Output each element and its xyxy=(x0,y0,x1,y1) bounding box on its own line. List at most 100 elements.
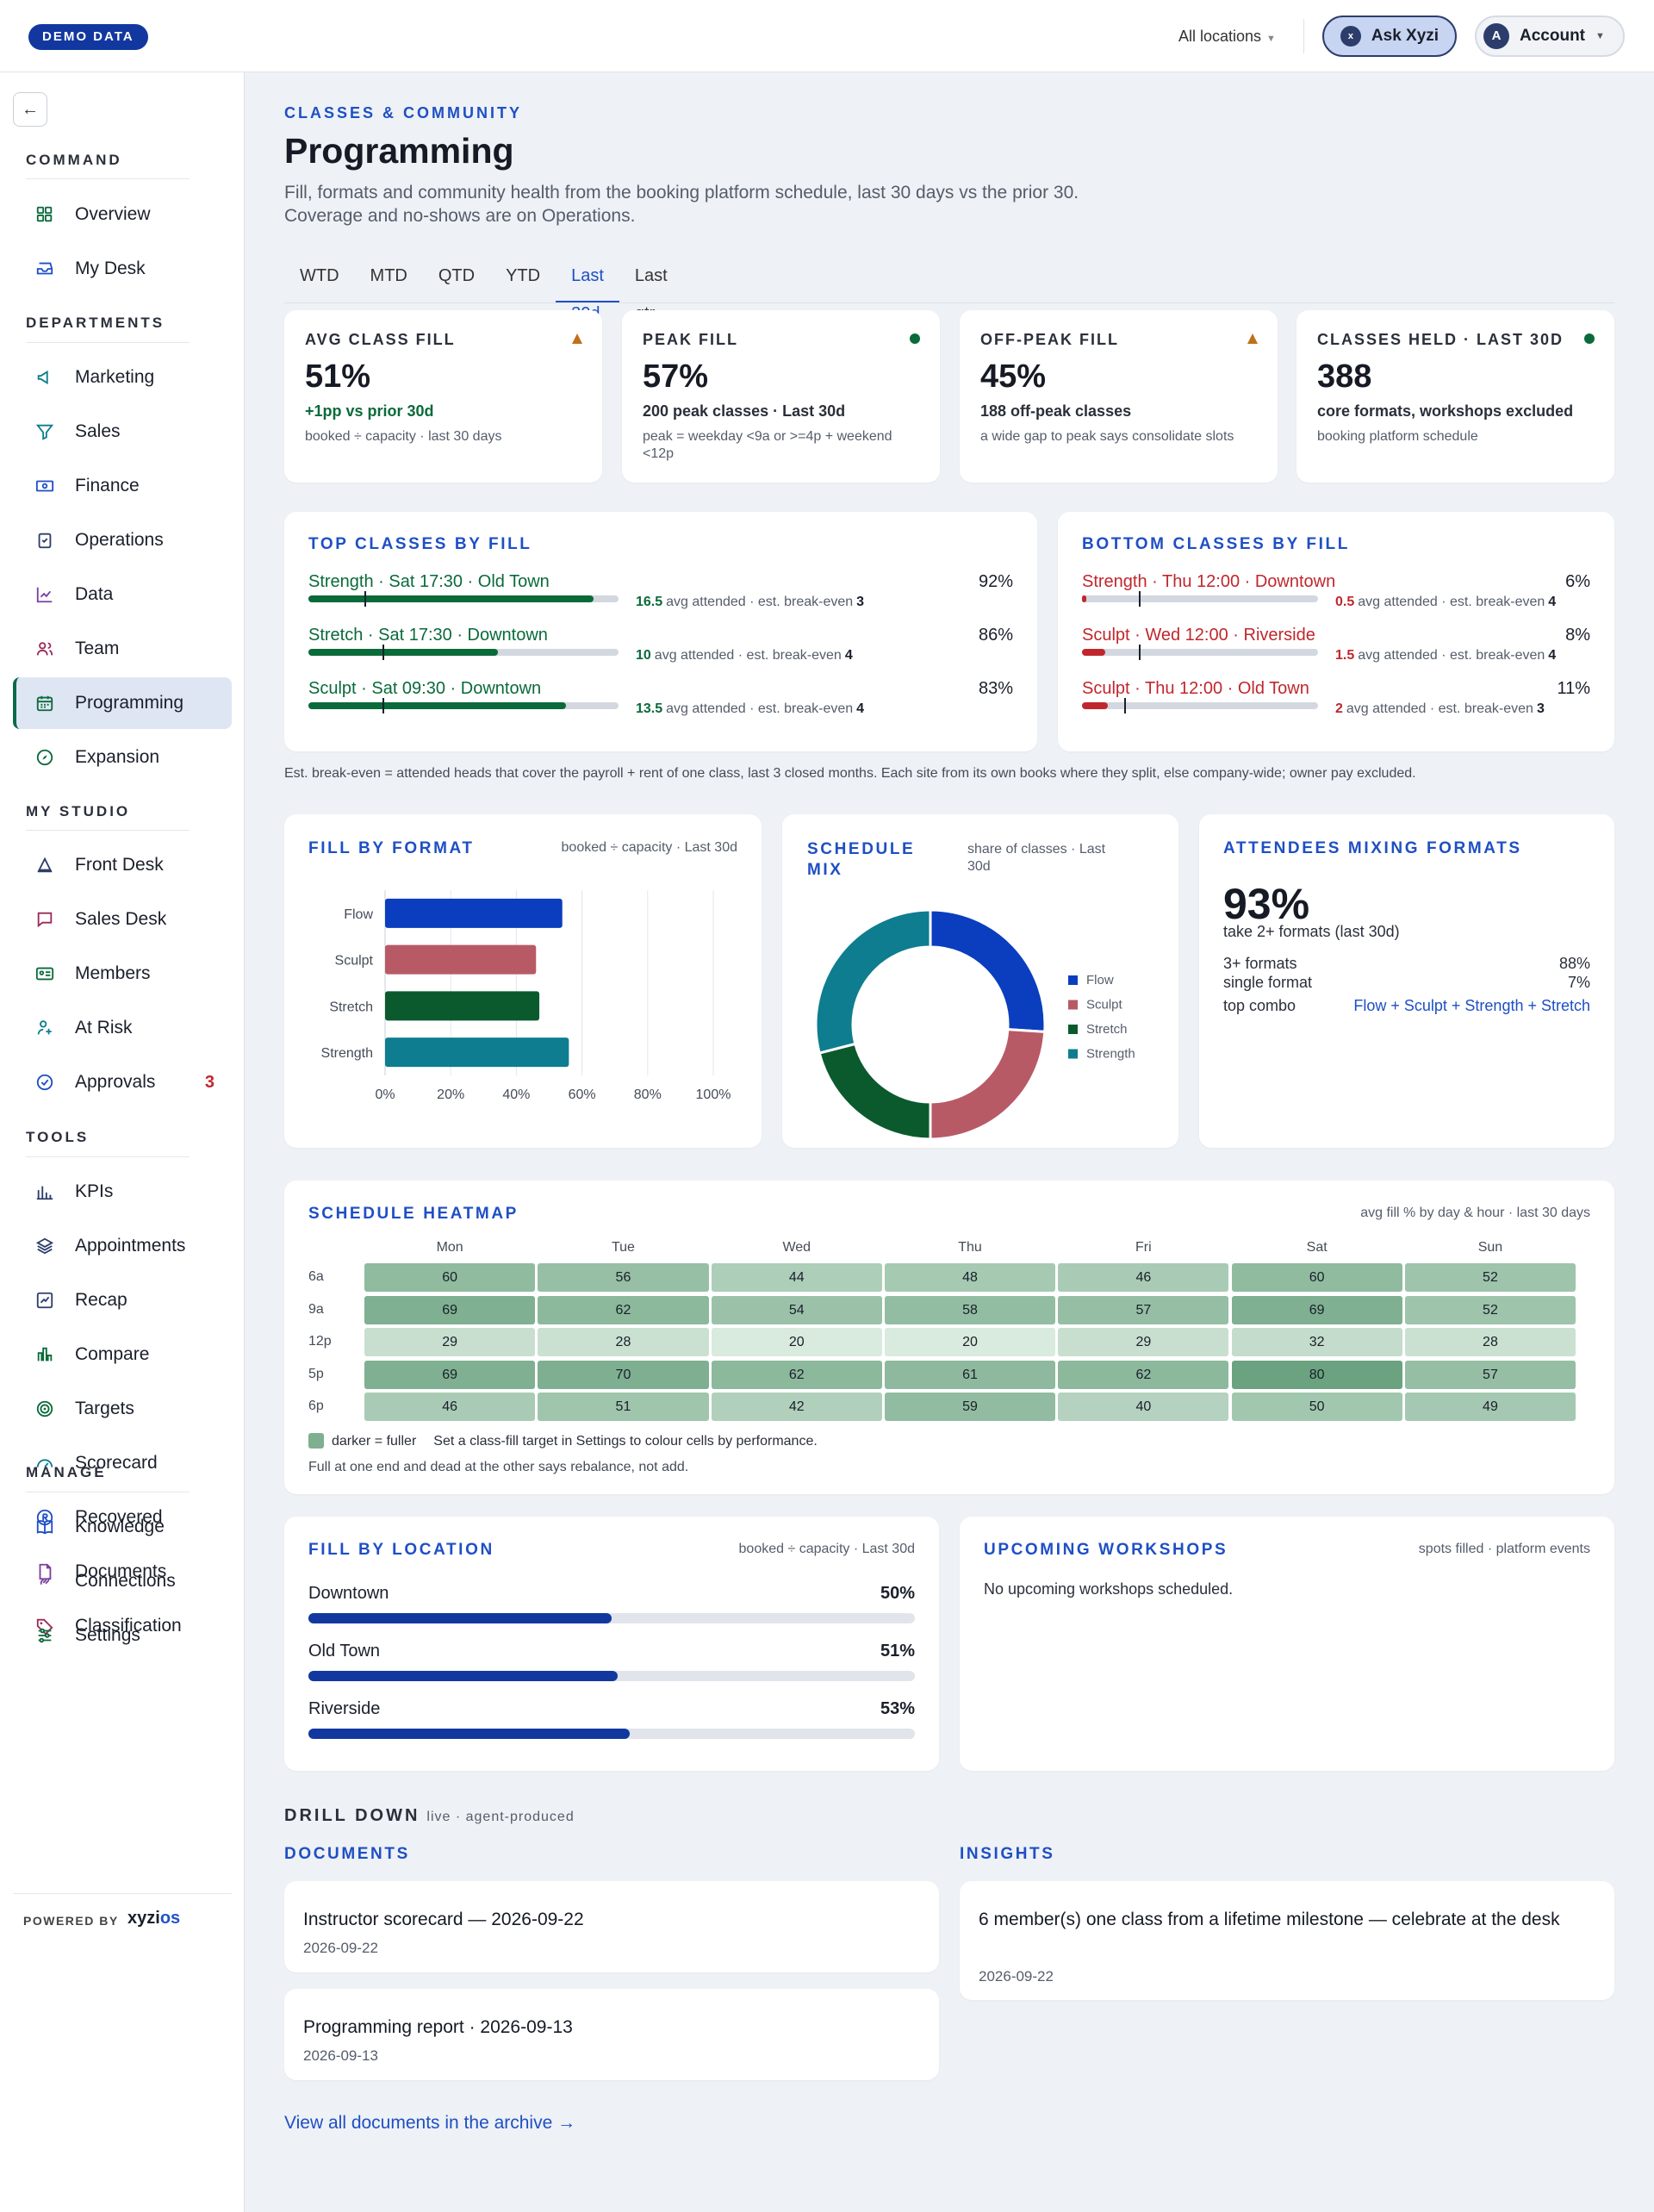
sidebar-item-expansion[interactable]: Expansion xyxy=(13,732,232,783)
fill-track xyxy=(1082,698,1318,713)
x-tick-label: 80% xyxy=(634,1087,662,1102)
sidebar-item-approvals[interactable]: Approvals 3 xyxy=(13,1056,232,1108)
attendance-label: avg attended · est. break-even xyxy=(1358,648,1545,663)
document-card[interactable]: Instructor scorecard — 2026-09-22 2026-09… xyxy=(284,1881,939,1972)
sidebar-item-finance[interactable]: Finance xyxy=(13,460,232,512)
collapse-sidebar-button[interactable]: ← xyxy=(13,92,47,127)
sidebar-item-at-risk[interactable]: At Risk xyxy=(13,1002,232,1054)
heatmap-cell: 57 xyxy=(1404,1360,1576,1389)
sidebar-item-programming[interactable]: Programming xyxy=(13,677,232,729)
sidebar-item-appointments[interactable]: Appointments xyxy=(13,1220,232,1272)
kpi-label: AVG CLASS FILL xyxy=(305,331,456,348)
sidebar-item-marketing[interactable]: Marketing xyxy=(13,352,232,403)
mixing-row-value: 7% xyxy=(1567,974,1590,991)
heatmap-cell: 44 xyxy=(711,1263,882,1292)
user-plus-icon xyxy=(35,1019,54,1037)
sidebar-item-kpis[interactable]: KPIs xyxy=(13,1166,232,1218)
legend-label: Stretch xyxy=(1086,1022,1128,1037)
tag-icon xyxy=(35,1617,54,1636)
sidebar-item-recovered[interactable]: Recovered xyxy=(13,1492,232,1543)
layers-icon xyxy=(35,1237,54,1256)
account-menu-button[interactable]: A Account ▼ xyxy=(1475,16,1625,57)
class-fill-percent: 83% xyxy=(978,679,1013,698)
class-name: Sculpt · Thu 12:00 · Old Town xyxy=(1082,679,1309,698)
class-row: Sculpt · Sat 09:30 · Downtown 83% 13.5 avg … xyxy=(308,679,1013,726)
donut-slice xyxy=(929,1028,1047,1141)
insight-date: 2026-09-22 xyxy=(979,1968,1054,1985)
sidebar-item-compare[interactable]: Compare xyxy=(13,1329,232,1380)
heatmap-cell: 69 xyxy=(364,1295,536,1324)
account-label: Account xyxy=(1520,27,1585,45)
tab-mtd[interactable]: MTD xyxy=(370,266,407,285)
heatmap-cell: 61 xyxy=(884,1360,1056,1389)
sidebar-item-documents[interactable]: Documents xyxy=(13,1546,232,1598)
tab-wtd[interactable]: WTD xyxy=(300,266,339,285)
location-selector[interactable]: All locations ▼ xyxy=(1178,25,1276,50)
card-title: SCHEDULE HEATMAP xyxy=(308,1205,519,1223)
legend-swatch xyxy=(308,1433,324,1449)
class-attendance: 1.5 avg attended · est. break-even 4 xyxy=(1335,648,1556,664)
sidebar-item-connections[interactable]: Connections xyxy=(13,1555,232,1607)
sidebar-item-sales-desk[interactable]: Sales Desk xyxy=(13,894,232,945)
class-fill-percent: 92% xyxy=(978,572,1013,591)
inbox-icon xyxy=(35,259,54,278)
top-bar: DEMO DATA All locations ▼ x Ask Xyzi A Acco… xyxy=(0,0,1654,72)
sidebar-item-label: Approvals xyxy=(75,1072,156,1092)
calendar-icon xyxy=(35,694,54,713)
fill-track xyxy=(308,1671,915,1681)
documents-heading: DOCUMENTS xyxy=(284,1845,410,1863)
sidebar-item-settings[interactable]: Settings xyxy=(13,1610,232,1661)
view-all-documents-link[interactable]: View all documents in the archive → xyxy=(284,2113,576,2133)
gauge-icon xyxy=(35,1454,54,1473)
sidebar-item-my-desk[interactable]: My Desk xyxy=(13,243,232,295)
x-tick-label: 40% xyxy=(502,1087,530,1102)
attendance-label: avg attended · est. break-even xyxy=(654,648,842,663)
sidebar-item-front-desk[interactable]: Front Desk xyxy=(13,839,232,891)
sidebar-item-label: Members xyxy=(75,963,151,983)
sidebar-item-label: Documents xyxy=(75,1561,167,1581)
heatmap-cell: 46 xyxy=(1058,1263,1229,1292)
heatmap-cell: 29 xyxy=(1058,1328,1229,1356)
page-title: Programming xyxy=(284,131,514,171)
tab-last-30d[interactable]: Last 30d xyxy=(556,257,619,323)
sidebar-item-knowledge[interactable]: Knowledge xyxy=(13,1501,232,1553)
sidebar-item-label: Overview xyxy=(75,204,151,224)
tab-qtd[interactable]: QTD xyxy=(438,266,476,285)
sidebar-item-recap[interactable]: Recap xyxy=(13,1274,232,1326)
document-card[interactable]: Programming report · 2026-09-13 2026-09-1… xyxy=(284,1989,939,2080)
class-fill-percent: 11% xyxy=(1557,679,1590,698)
ask-xyzi-button[interactable]: x Ask Xyzi xyxy=(1322,16,1457,57)
heatmap-hour-label: 6a xyxy=(308,1269,324,1284)
kpi-value: 57% xyxy=(643,358,709,395)
sidebar-item-label: Operations xyxy=(75,530,164,550)
kpi-label: OFF-PEAK FILL xyxy=(980,331,1119,348)
kpi-footnote: peak = weekday <9a or >=4p + weekend <12… xyxy=(643,429,892,461)
sidebar-item-classification[interactable]: Classification xyxy=(13,1600,232,1652)
sidebar-item-label: Recovered xyxy=(75,1507,163,1527)
mixing-row: top combo Flow + Sculpt + Strength + Stre… xyxy=(1223,997,1590,1015)
sidebar-item-operations[interactable]: Operations xyxy=(13,514,232,566)
heatmap-cell: 62 xyxy=(538,1295,709,1324)
chat-icon xyxy=(35,910,54,929)
legend-label: Sculpt xyxy=(1086,998,1123,1013)
mixing-row: single format 7% xyxy=(1223,974,1590,992)
heatmap-day-label: Thu xyxy=(958,1240,982,1255)
sidebar-item-scorecard[interactable]: Scorecard xyxy=(13,1437,232,1489)
breakeven-note: Est. break-even = attended heads that co… xyxy=(284,766,1416,781)
tab-ytd[interactable]: YTD xyxy=(506,266,541,285)
insight-card[interactable]: 6 member(s) one class from a lifetime mi… xyxy=(960,1881,1614,2000)
sidebar-item-team[interactable]: Team xyxy=(13,623,232,675)
avatar: A xyxy=(1483,23,1509,49)
status-dot-icon xyxy=(909,333,921,349)
sidebar-item-overview[interactable]: Overview xyxy=(13,189,232,240)
fill-bar xyxy=(308,1729,631,1739)
sidebar-item-targets[interactable]: Targets xyxy=(13,1383,232,1435)
drill-title: DRILL DOWN xyxy=(284,1806,420,1825)
sidebar-item-sales[interactable]: Sales xyxy=(13,406,232,458)
sidebar-item-members[interactable]: Members xyxy=(13,948,232,1000)
sidebar-item-data[interactable]: Data xyxy=(13,569,232,620)
tab-last-qtr[interactable]: Last qtr xyxy=(634,266,668,323)
heatmap-cell: 70 xyxy=(538,1360,709,1389)
book-icon xyxy=(35,1517,54,1536)
y-tick-label: Flow xyxy=(344,907,373,922)
